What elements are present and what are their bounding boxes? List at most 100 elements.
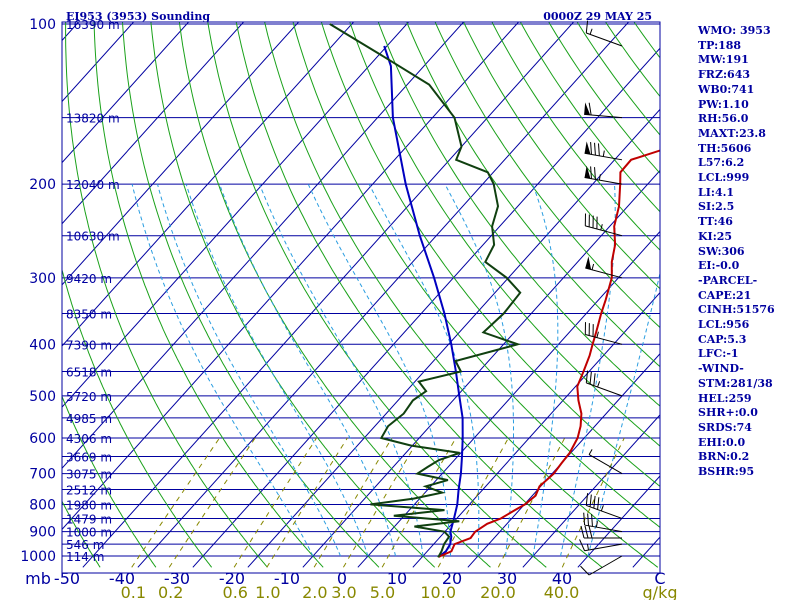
wind-barb-feather [580,525,585,539]
index-item: LCL:956 [698,318,750,332]
mixing-ratio-line [168,437,256,568]
isotherm-line [62,22,300,286]
index-item: HEL:259 [698,391,752,405]
mixing-ratio-units-label: g/kg [643,583,678,600]
height-label: 9420 m [66,272,112,286]
isotherm-line [62,22,410,408]
height-label: 13820 m [66,112,120,126]
height-label: 1000 m [66,526,112,540]
wind-barb-flag [584,102,591,115]
moist-adiabat-line [185,183,369,557]
index-item: MW:191 [698,53,749,67]
mixing-ratio-line [266,437,348,568]
mixing-ratio-tick-label: 3.0 [331,583,356,600]
wind-barb [584,213,623,237]
wind-barb-shaft [588,555,623,576]
wind-barb-feather [585,493,589,506]
wind-barb [580,525,622,539]
moist-adiabat-line [532,183,559,557]
wind-barb-shaft [585,225,623,237]
dry-adiabat-line [150,22,436,568]
height-label: 4306 m [66,432,112,446]
dry-adiabat-line [434,22,660,329]
height-label: 10630 m [66,230,120,244]
mixing-ratio-tick-label: 2.0 [302,583,327,600]
moist-adiabat-line [444,183,514,557]
isotherm-line [62,22,465,469]
isotherm-line [247,108,660,568]
plot-frame [61,21,661,574]
wind-barb [584,165,623,185]
dry-adiabat-line [292,22,660,528]
dry-adiabat-line [62,267,213,568]
wind-barb-feather [590,166,592,179]
height-label: 2512 m [66,484,112,498]
isotherm-line [192,47,660,568]
mixing-ratio-tick-label: 1.0 [255,583,280,600]
chart-grid [0,12,660,568]
index-item: EI:-0.0 [698,259,740,273]
wind-barb [584,322,623,345]
temperature-line [438,149,660,558]
station-title: EI953 (3953) Sounding [66,10,210,23]
temperature-tick-label: -20 [219,569,245,588]
dry-adiabat-line [207,22,547,568]
dry-adiabat-line [62,395,157,568]
wind-barb-half-feather [600,224,603,231]
index-item: CINH:51576 [698,303,775,317]
index-item: -PARCEL- [698,273,758,287]
temperature-tick-label: 0 [337,569,347,588]
dry-adiabat-line [235,22,603,568]
wind-barb-feather [584,525,589,539]
wind-barb-half-feather [600,505,604,512]
sounding-time: 0000Z 29 MAY 25 [543,10,652,23]
index-item: CAPE:21 [698,288,752,302]
temperature-tick-label: 40 [552,569,572,588]
isotherm-line [137,22,630,568]
pressure-tick-label: 1000 [20,549,56,565]
dry-adiabat-line [320,22,660,488]
height-label: 114 m [66,550,104,564]
plot-background [62,22,660,573]
temperature-tick-label: -40 [109,569,135,588]
wind-barb-flag [584,141,591,155]
wind-barb-shaft [584,524,623,533]
index-item: PW:1.10 [698,97,749,111]
chart-series [329,23,660,558]
wind-barb-half-feather [602,150,605,157]
dry-adiabat-line [0,12,44,567]
mixing-ratio-line [131,437,221,568]
mixing-ratio-line [233,437,317,568]
dry-adiabat-line [406,22,660,368]
moist-adiabat-line [259,183,424,557]
moist-adiabat-line [157,183,341,557]
height-label: 1479 m [66,512,112,526]
mixing-ratio-tick-label: 20.0 [480,583,516,600]
dry-adiabat-line [178,22,491,568]
wind-barb-feather [590,142,592,155]
index-item: SI:2.5 [698,200,735,214]
index-item: TH:5606 [698,141,752,155]
index-item: BSHR:95 [698,465,755,479]
dry-adiabat-line [65,22,268,568]
wind-barb-feather [594,142,596,156]
wind-barb-half-feather [598,174,601,181]
wind-barbs [579,20,623,576]
pressure-tick-label: 400 [29,337,56,353]
wind-barb-feather [593,495,596,509]
isotherm-line [62,22,245,225]
temperature-tick-label: 10 [387,569,407,588]
wind-barb [585,256,623,279]
moist-adiabat-line [307,183,451,556]
mixing-ratio-tick-label: 10.0 [420,583,456,600]
moist-adiabat-line [131,183,314,557]
index-item: EHI:0.0 [698,435,746,449]
wind-barb-feather [583,512,586,526]
temperature-tick-label: -50 [54,569,80,588]
height-label: 8350 m [66,307,112,321]
wind-barb-half-feather [596,331,599,338]
height-label: 12040 m [66,178,120,192]
index-item: LCL:999 [698,171,750,185]
wind-barb-feather [588,102,592,116]
wind-barb-shaft [584,113,623,119]
